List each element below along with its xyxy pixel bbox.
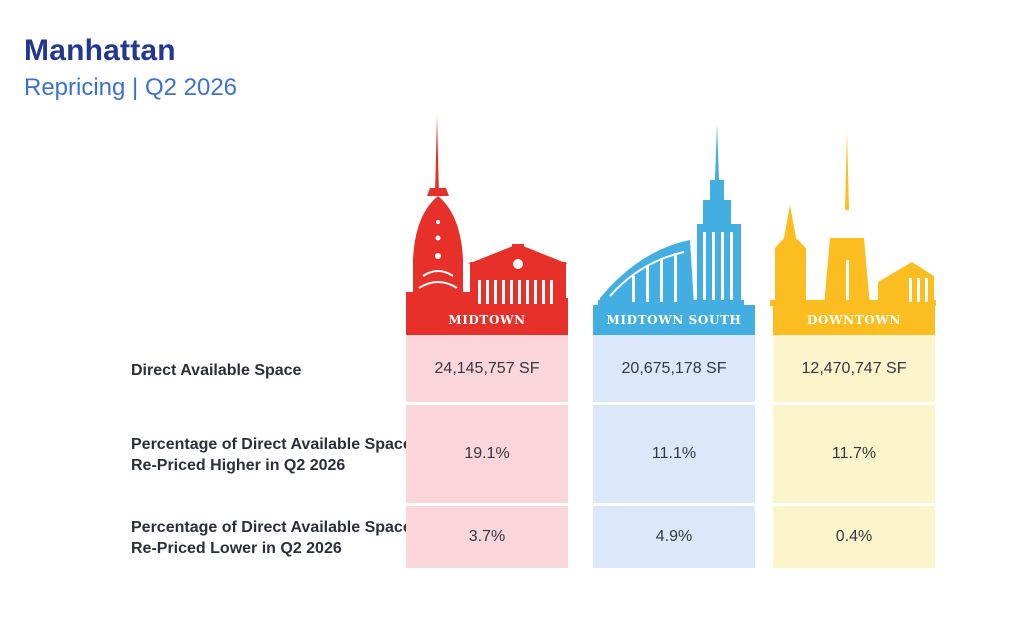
midtown-skyline-detail	[418, 220, 553, 304]
row-divider	[773, 503, 935, 506]
column-midtown: 24,145,757 SF 19.1% 3.7%	[406, 335, 568, 568]
row-label-repriced-lower: Percentage of Direct Available Space Re-…	[131, 519, 412, 557]
column-header-downtown: DOWNTOWN	[773, 305, 935, 335]
table-cell: 11.1%	[651, 445, 697, 462]
table-cell: 12,470,747 SF	[801, 359, 907, 377]
table-cell: 4.9%	[655, 528, 693, 545]
row-divider	[406, 402, 568, 405]
table-cell: 0.4%	[835, 528, 873, 545]
page-subtitle: Repricing | Q2 2026	[24, 74, 238, 101]
table-cell: 11.7%	[831, 445, 877, 462]
table-cell: 20,675,178 SF	[621, 359, 727, 377]
midtown-skyline-icon	[406, 116, 568, 306]
row-divider	[593, 503, 755, 506]
column-downtown: 12,470,747 SF 11.7% 0.4%	[773, 335, 935, 568]
row-label-repriced-higher: Percentage of Direct Available Space Re-…	[131, 436, 412, 474]
skyline-illustration	[406, 116, 936, 306]
row-label-direct-available-space: Direct Available Space	[131, 362, 302, 379]
table-cell: 24,145,757 SF	[434, 359, 540, 377]
table-cell: 3.7%	[468, 528, 506, 545]
page-title: Manhattan	[24, 34, 176, 67]
row-divider	[406, 503, 568, 506]
column-midtown-south: 20,675,178 SF 11.1% 4.9%	[593, 335, 755, 568]
row-divider	[773, 402, 935, 405]
row-divider	[593, 402, 755, 405]
midtown-south-skyline-detail	[609, 232, 733, 302]
downtown-skyline-detail	[846, 260, 928, 302]
table-cell: 19.1%	[464, 445, 510, 462]
column-header-midtown: MIDTOWN	[406, 305, 568, 335]
column-header-midtown-south: MIDTOWN SOUTH	[593, 305, 755, 335]
